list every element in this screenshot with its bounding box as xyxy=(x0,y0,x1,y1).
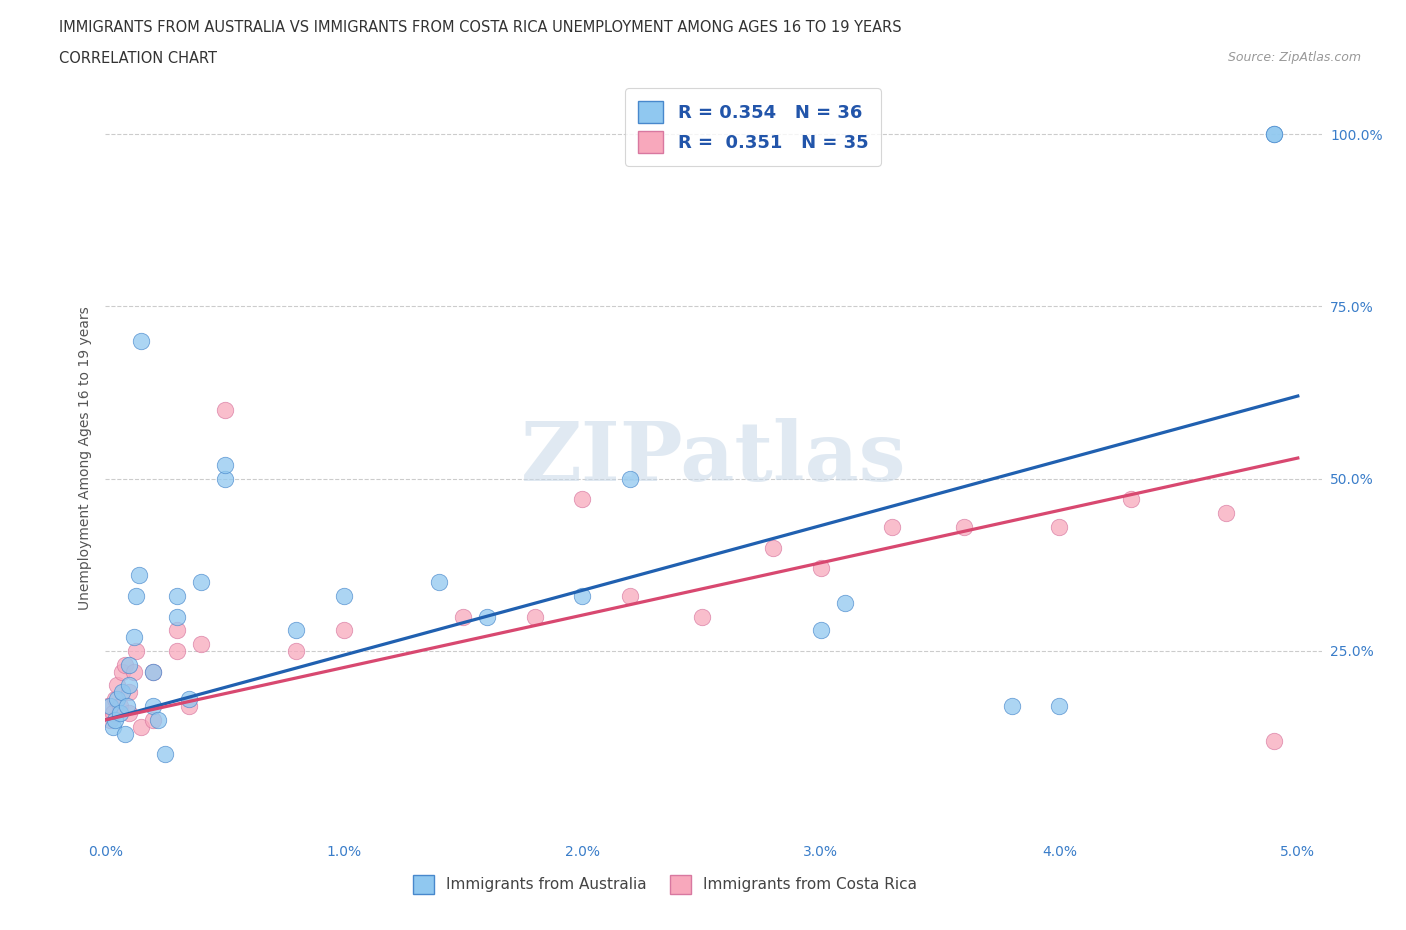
Point xyxy=(214,403,236,418)
Point xyxy=(1119,492,1142,507)
Point xyxy=(214,472,236,486)
Point xyxy=(104,692,127,707)
Point xyxy=(108,706,131,721)
Text: CORRELATION CHART: CORRELATION CHART xyxy=(59,51,217,66)
Point xyxy=(1263,126,1285,141)
Point xyxy=(427,575,450,590)
Point xyxy=(101,719,124,734)
Point xyxy=(834,595,856,610)
Point xyxy=(98,698,121,713)
Point xyxy=(104,712,127,727)
Point xyxy=(475,609,498,624)
Text: ZIPatlas: ZIPatlas xyxy=(520,418,907,498)
Point xyxy=(142,698,165,713)
Point xyxy=(882,520,904,535)
Point xyxy=(166,623,188,638)
Point xyxy=(166,609,188,624)
Point xyxy=(762,540,785,555)
Point xyxy=(571,589,593,604)
Point xyxy=(108,698,131,713)
Point xyxy=(190,575,212,590)
Point xyxy=(118,706,141,721)
Point xyxy=(333,623,356,638)
Point xyxy=(118,678,141,693)
Point xyxy=(1047,520,1070,535)
Point xyxy=(114,658,136,672)
Point xyxy=(214,458,236,472)
Point xyxy=(122,630,145,644)
Point xyxy=(166,589,188,604)
Point xyxy=(810,561,832,576)
Point xyxy=(810,623,832,638)
Point xyxy=(1263,733,1285,748)
Point xyxy=(166,644,188,658)
Point xyxy=(523,609,546,624)
Text: IMMIGRANTS FROM AUSTRALIA VS IMMIGRANTS FROM COSTA RICA UNEMPLOYMENT AMONG AGES : IMMIGRANTS FROM AUSTRALIA VS IMMIGRANTS … xyxy=(59,20,901,35)
Point xyxy=(619,589,641,604)
Point xyxy=(190,637,212,652)
Point xyxy=(1001,698,1024,713)
Point xyxy=(129,719,152,734)
Point xyxy=(129,334,152,349)
Point xyxy=(177,692,200,707)
Point xyxy=(953,520,976,535)
Point xyxy=(125,589,148,604)
Point xyxy=(146,712,169,727)
Point xyxy=(98,712,121,727)
Point xyxy=(111,664,134,679)
Point xyxy=(1263,126,1285,141)
Point xyxy=(125,644,148,658)
Point xyxy=(451,609,474,624)
Point xyxy=(571,492,593,507)
Point xyxy=(285,644,308,658)
Point xyxy=(1215,506,1237,521)
Point xyxy=(333,589,356,604)
Point xyxy=(1047,698,1070,713)
Point xyxy=(122,664,145,679)
Point xyxy=(177,698,200,713)
Point xyxy=(101,706,124,721)
Point xyxy=(118,684,141,699)
Y-axis label: Unemployment Among Ages 16 to 19 years: Unemployment Among Ages 16 to 19 years xyxy=(77,306,91,610)
Point xyxy=(114,726,136,741)
Point xyxy=(118,658,141,672)
Point xyxy=(153,747,176,762)
Point xyxy=(142,664,165,679)
Point xyxy=(142,712,165,727)
Point xyxy=(115,698,138,713)
Text: Source: ZipAtlas.com: Source: ZipAtlas.com xyxy=(1227,51,1361,64)
Point xyxy=(619,472,641,486)
Point xyxy=(105,678,128,693)
Point xyxy=(105,692,128,707)
Point xyxy=(285,623,308,638)
Point xyxy=(128,567,150,582)
Point xyxy=(142,664,165,679)
Legend: Immigrants from Australia, Immigrants from Costa Rica: Immigrants from Australia, Immigrants fr… xyxy=(405,868,925,901)
Point xyxy=(111,684,134,699)
Point xyxy=(97,698,120,713)
Point xyxy=(690,609,713,624)
